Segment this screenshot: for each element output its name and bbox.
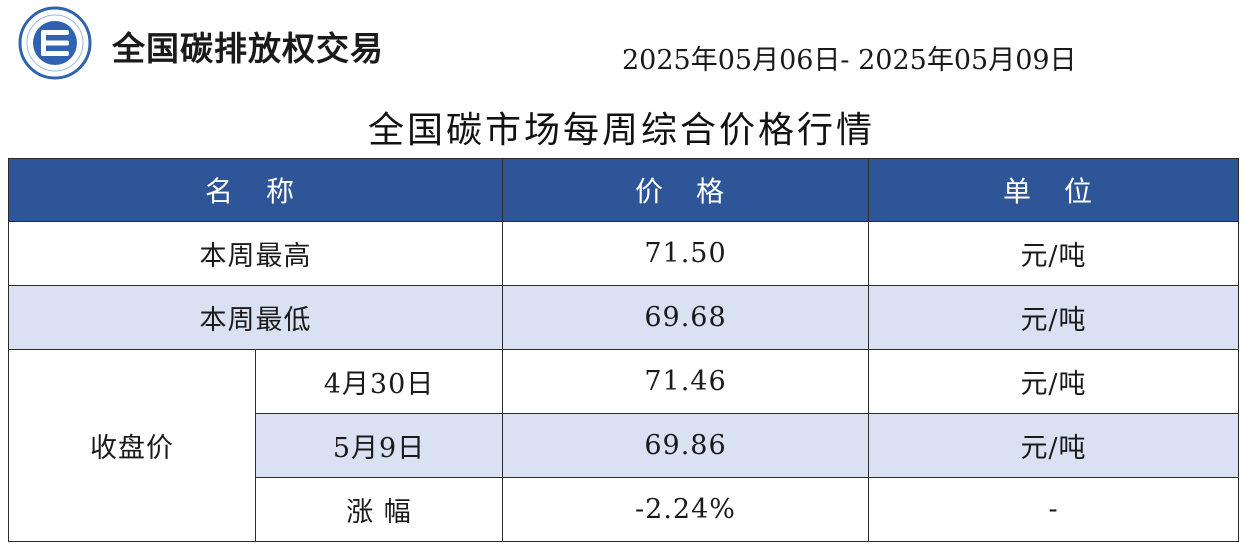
row-unit-weekly-high: 元/吨 bbox=[868, 221, 1239, 286]
column-header-name: 名 称 bbox=[8, 158, 503, 222]
row-label-apr30: 4月30日 bbox=[255, 349, 503, 414]
row-unit-apr30: 元/吨 bbox=[868, 349, 1239, 414]
row-label-change: 涨 幅 bbox=[255, 477, 503, 542]
report-title: 全国碳市场每周综合价格行情 bbox=[367, 110, 875, 151]
row-price-change: -2.24% bbox=[502, 477, 869, 542]
table-row: 本周最低 69.68 元/吨 bbox=[8, 285, 1239, 350]
row-price-weekly-low: 69.68 bbox=[502, 285, 869, 350]
row-price-apr30: 71.46 bbox=[502, 349, 869, 414]
row-label-may9: 5月9日 bbox=[255, 413, 503, 478]
row-label-weekly-low: 本周最低 bbox=[8, 285, 503, 350]
row-unit-change: - bbox=[868, 477, 1239, 542]
row-price-weekly-high: 71.50 bbox=[502, 221, 869, 286]
table-row: 5月9日 69.86 元/吨 bbox=[9, 413, 1239, 478]
table-row: 涨 幅 -2.24% - bbox=[9, 477, 1239, 542]
row-unit-weekly-low: 元/吨 bbox=[868, 285, 1239, 350]
table-row: 本周最高 71.50 元/吨 bbox=[8, 221, 1239, 286]
table-header-row: 名 称 价 格 单 位 bbox=[8, 158, 1239, 222]
brand-name: 全国碳排放权交易 bbox=[112, 29, 384, 68]
column-header-unit: 单 位 bbox=[868, 158, 1239, 222]
price-table: 名 称 价 格 单 位 本周最高 71.50 元/吨 本周最低 69.68 元/… bbox=[8, 158, 1239, 542]
table-row: 收盘价 4月30日 71.46 元/吨 bbox=[8, 349, 1239, 542]
row-price-may9: 69.86 bbox=[502, 413, 869, 478]
row-unit-may9: 元/吨 bbox=[868, 413, 1239, 478]
column-header-price: 价 格 bbox=[502, 158, 869, 222]
row-label-weekly-high: 本周最高 bbox=[8, 221, 503, 286]
date-range: 2025年05月06日- 2025年05月09日 bbox=[622, 45, 1077, 76]
exchange-logo-icon bbox=[18, 6, 92, 80]
closing-price-label: 收盘价 bbox=[8, 349, 256, 542]
logo-block: 全国碳排放权交易 bbox=[14, 6, 414, 80]
